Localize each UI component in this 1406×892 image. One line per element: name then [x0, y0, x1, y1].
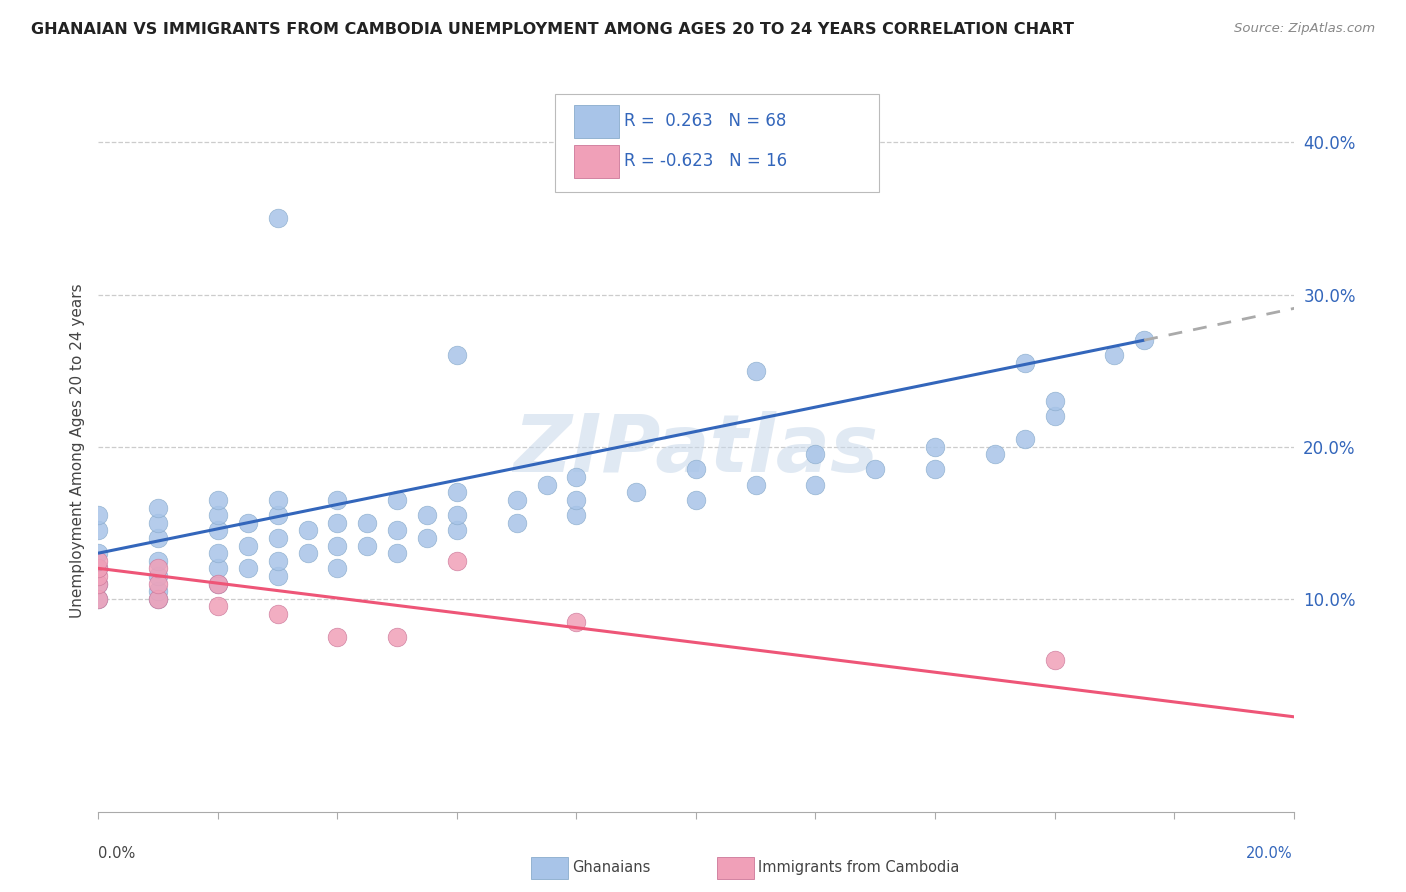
Point — [446, 554, 468, 568]
Point — [267, 569, 290, 583]
Point — [207, 492, 229, 507]
Point — [865, 462, 887, 476]
Point — [148, 569, 170, 583]
Point — [804, 447, 827, 461]
Point — [87, 508, 110, 522]
Point — [326, 539, 349, 553]
Point — [87, 554, 110, 568]
Point — [236, 516, 259, 530]
Point — [87, 561, 110, 575]
Point — [446, 485, 468, 500]
Point — [87, 591, 110, 606]
Text: Source: ZipAtlas.com: Source: ZipAtlas.com — [1234, 22, 1375, 36]
Point — [385, 546, 409, 560]
Point — [326, 492, 349, 507]
Point — [148, 584, 170, 599]
Point — [236, 539, 259, 553]
Point — [685, 462, 707, 476]
Point — [267, 492, 290, 507]
Point — [626, 485, 648, 500]
Point — [804, 477, 827, 491]
Text: 20.0%: 20.0% — [1246, 846, 1292, 861]
Text: R =  0.263   N = 68: R = 0.263 N = 68 — [624, 112, 786, 130]
Point — [326, 516, 349, 530]
Point — [356, 516, 378, 530]
Point — [1133, 333, 1156, 347]
Point — [416, 531, 439, 545]
Point — [446, 348, 468, 362]
Point — [565, 508, 588, 522]
Point — [385, 630, 409, 644]
Point — [924, 462, 946, 476]
Point — [506, 492, 529, 507]
Point — [745, 363, 768, 377]
Point — [506, 516, 529, 530]
Point — [297, 546, 319, 560]
Point — [416, 508, 439, 522]
Point — [236, 561, 259, 575]
Y-axis label: Unemployment Among Ages 20 to 24 years: Unemployment Among Ages 20 to 24 years — [69, 283, 84, 618]
Point — [207, 599, 229, 614]
Point — [1014, 356, 1036, 370]
Point — [87, 569, 110, 583]
Point — [148, 516, 170, 530]
Point — [207, 524, 229, 538]
Point — [148, 591, 170, 606]
Point — [385, 492, 409, 507]
Point — [87, 561, 110, 575]
Point — [207, 576, 229, 591]
Point — [297, 524, 319, 538]
Point — [326, 630, 349, 644]
Point — [1014, 432, 1036, 446]
Point — [267, 554, 290, 568]
Point — [1043, 652, 1066, 666]
Point — [207, 508, 229, 522]
Point — [1104, 348, 1126, 362]
Point — [745, 477, 768, 491]
Point — [267, 211, 290, 226]
Point — [87, 524, 110, 538]
Text: Ghanaians: Ghanaians — [572, 861, 651, 875]
Point — [267, 508, 290, 522]
Point — [565, 492, 588, 507]
Point — [148, 561, 170, 575]
Point — [148, 554, 170, 568]
Point — [385, 524, 409, 538]
Point — [356, 539, 378, 553]
Point — [446, 508, 468, 522]
Point — [148, 531, 170, 545]
Point — [326, 561, 349, 575]
Point — [446, 524, 468, 538]
Point — [148, 591, 170, 606]
Text: GHANAIAN VS IMMIGRANTS FROM CAMBODIA UNEMPLOYMENT AMONG AGES 20 TO 24 YEARS CORR: GHANAIAN VS IMMIGRANTS FROM CAMBODIA UNE… — [31, 22, 1074, 37]
Text: ZIPatlas: ZIPatlas — [513, 411, 879, 490]
Point — [87, 591, 110, 606]
Text: 0.0%: 0.0% — [98, 846, 135, 861]
Point — [148, 500, 170, 515]
Text: Immigrants from Cambodia: Immigrants from Cambodia — [758, 861, 959, 875]
Point — [87, 546, 110, 560]
Point — [924, 440, 946, 454]
Point — [207, 561, 229, 575]
Point — [148, 576, 170, 591]
Point — [207, 546, 229, 560]
Point — [565, 470, 588, 484]
Point — [1043, 394, 1066, 409]
Point — [565, 615, 588, 629]
Point — [685, 492, 707, 507]
Text: R = -0.623   N = 16: R = -0.623 N = 16 — [624, 152, 787, 169]
Point — [984, 447, 1007, 461]
Point — [267, 607, 290, 621]
Point — [207, 576, 229, 591]
Point — [87, 576, 110, 591]
Point — [87, 576, 110, 591]
Point — [536, 477, 558, 491]
Point — [1043, 409, 1066, 424]
Point — [267, 531, 290, 545]
